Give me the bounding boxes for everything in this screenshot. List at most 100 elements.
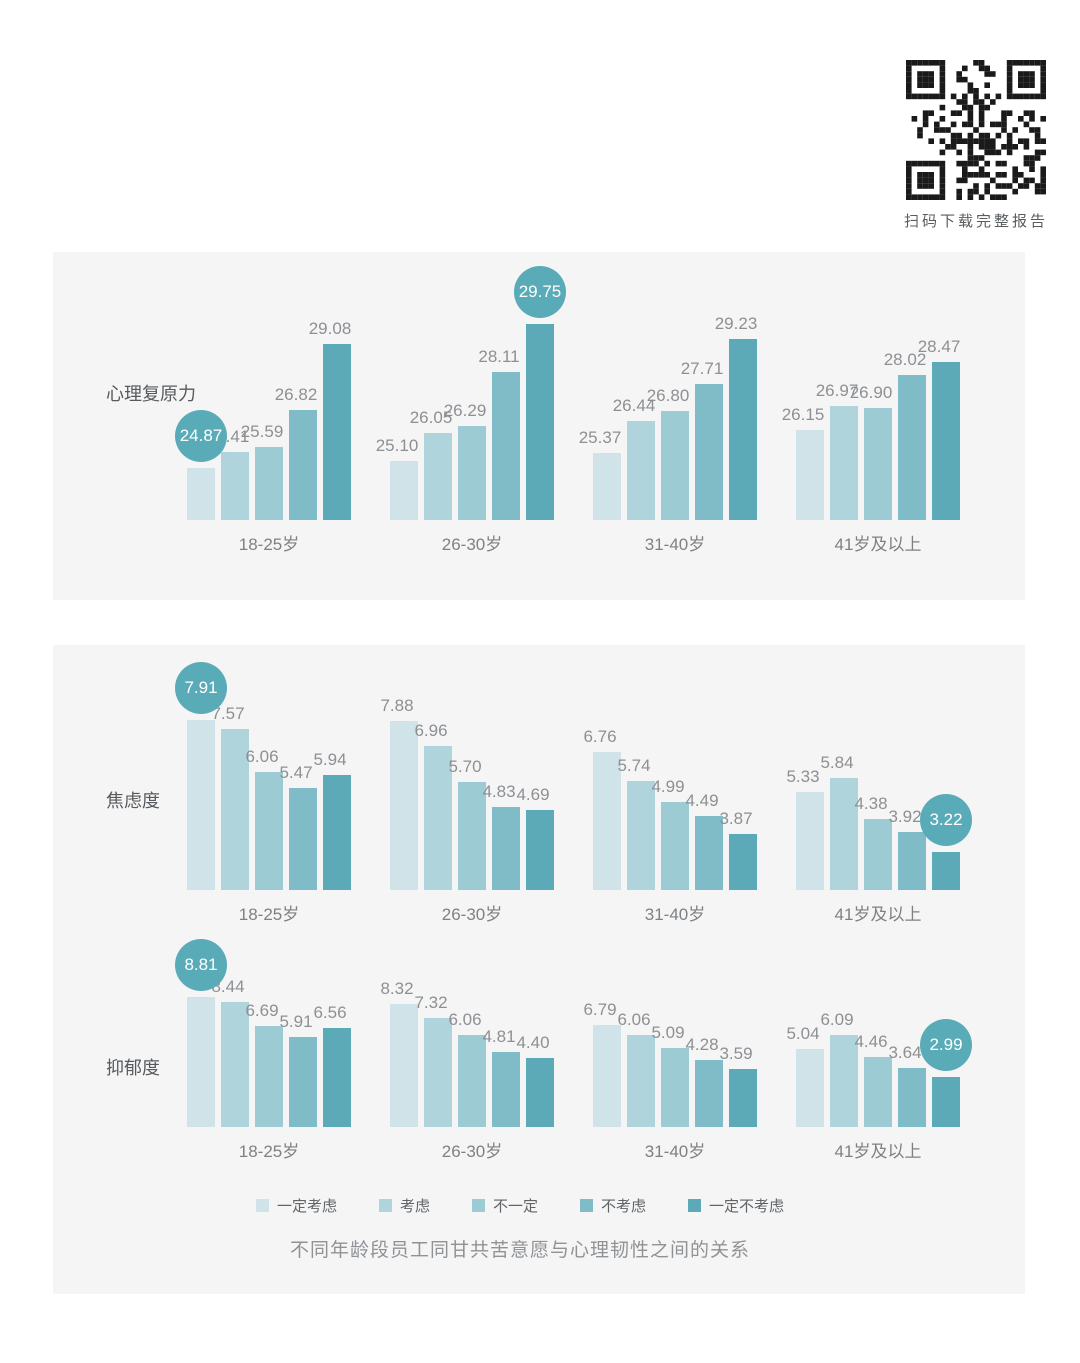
category-label-41岁及以上: 41岁及以上 [834,1142,922,1161]
bar-value-label: 4.28 [685,1035,719,1054]
legend-item-1: 一定考虑 [255,1195,337,1216]
bar-depression-26-30岁-s4 [492,1052,520,1127]
bar-value-label: 6.79 [583,1000,617,1019]
category-label-18-25岁: 18-25岁 [238,535,300,554]
legend-label: 一定考虑 [276,1198,337,1215]
bar-anxiety-18-25岁-s5 [323,775,351,890]
bar-value-label: 3.64 [888,1043,922,1062]
highlight-bubble-resilience: 29.75 [514,266,566,318]
bar-anxiety-31-40岁-s3 [661,802,689,890]
bar-resilience-26-30岁-s3 [458,426,486,520]
legend-swatch-icon [378,1199,392,1212]
bar-anxiety-18-25岁-s3 [255,772,283,890]
bar-anxiety-18-25岁-s2 [221,729,249,890]
category-label-31-40岁: 31-40岁 [644,1142,706,1161]
bar-value-label: 5.33 [786,767,820,786]
category-label-41岁及以上: 41岁及以上 [834,905,922,924]
bar-value-label: 28.47 [917,337,961,356]
bar-resilience-18-25岁-s3 [255,447,283,520]
bar-depression-31-40岁-s5 [729,1069,757,1127]
bar-resilience-18-25岁-s2 [221,452,249,520]
bar-resilience-41岁及以上-s1 [796,430,824,520]
bar-value-label: 4.83 [482,782,516,801]
legend-label: 不考虑 [601,1198,647,1215]
bar-resilience-31-40岁-s3 [661,411,689,520]
bar-value-label: 4.46 [854,1032,888,1051]
bar-resilience-26-30岁-s4 [492,372,520,520]
bar-depression-18-25岁-s4 [289,1037,317,1127]
bar-value-label: 25.10 [375,436,419,455]
bar-anxiety-26-30岁-s4 [492,807,520,890]
bar-value-label: 6.09 [820,1010,854,1029]
bar-value-label: 6.96 [414,721,448,740]
bar-depression-18-25岁-s2 [221,1002,249,1127]
highlight-bubble-depression: 2.99 [920,1019,972,1071]
bar-anxiety-41岁及以上-s4 [898,832,926,890]
bar-value-label: 3.92 [888,807,922,826]
legend-label: 不一定 [492,1198,538,1215]
bar-value-label: 5.91 [279,1012,313,1031]
bar-value-label: 26.15 [781,405,825,424]
legend-label: 考虑 [399,1198,430,1215]
bar-value-label: 6.76 [583,727,617,746]
legend-item-2: 考虑 [378,1195,430,1216]
bar-value-label: 5.09 [651,1023,685,1042]
bar-value-label: 26.90 [849,383,893,402]
bar-value-label: 26.80 [646,386,690,405]
bar-value-label: 7.57 [211,704,245,723]
bar-value-label: 28.02 [883,350,927,369]
bar-resilience-41岁及以上-s2 [830,406,858,520]
bar-value-label: 25.59 [240,422,284,441]
category-label-26-30岁: 26-30岁 [441,535,503,554]
row-label-anxiety: 焦虑度 [106,791,160,811]
bar-resilience-31-40岁-s4 [695,384,723,520]
bar-value-label: 4.99 [651,777,685,796]
legend-swatch-icon [471,1199,485,1212]
bar-anxiety-31-40岁-s1 [593,752,621,890]
bar-value-label: 27.71 [680,359,724,378]
bar-anxiety-18-25岁-s1 [187,720,215,890]
bar-value-label: 4.81 [482,1027,516,1046]
row-label-resilience: 心理复原力 [106,384,196,404]
chart-anxiety: 7.91 7.57 6.06 5.47 5.94 18-25岁 7.88 6.96 5.70 4.… [53,645,1025,924]
bar-anxiety-41岁及以上-s2 [830,778,858,890]
category-label-31-40岁: 31-40岁 [644,905,706,924]
bar-resilience-31-40岁-s2 [627,421,655,520]
bar-value-label: 6.06 [245,747,279,766]
bar-value-label: 8.32 [380,979,414,998]
bar-resilience-31-40岁-s5 [729,339,757,520]
bar-depression-41岁及以上-s2 [830,1035,858,1127]
bar-resilience-18-25岁-s5 [323,344,351,520]
bar-value-label: 5.74 [617,756,651,775]
bar-resilience-41岁及以上-s4 [898,375,926,520]
bar-value-label: 26.29 [443,401,487,420]
qr-block: 扫码下载完整报告 [896,60,1056,231]
legend: 一定考虑 考虑 不一定 不考虑 一定不考虑 [53,1195,987,1216]
legend-item-3: 不一定 [471,1195,538,1216]
bar-value-label: 5.47 [279,763,313,782]
bar-value-label: 5.70 [448,757,482,776]
row-label-depression: 抑郁度 [106,1058,160,1078]
bar-value-label: 26.44 [612,396,656,415]
bar-depression-41岁及以上-s5 [932,1077,960,1127]
bar-depression-31-40岁-s1 [593,1025,621,1127]
legend-swatch-icon [580,1199,593,1212]
bar-depression-26-30岁-s3 [458,1035,486,1127]
bar-depression-18-25岁-s3 [255,1026,283,1127]
category-label-31-40岁: 31-40岁 [644,535,706,554]
bar-value-label: 4.49 [685,791,719,810]
bar-value-label: 6.56 [313,1003,347,1022]
qr-code-image [906,60,1046,200]
bar-value-label: 29.23 [714,314,758,333]
chart-title: 不同年龄段员工同甘共苦意愿与心理韧性之间的关系 [289,1240,750,1261]
bar-value-label: 28.11 [478,347,520,366]
bar-value-label: 5.84 [820,753,854,772]
bar-depression-31-40岁-s2 [627,1035,655,1127]
bar-anxiety-31-40岁-s4 [695,816,723,890]
bar-anxiety-31-40岁-s2 [627,781,655,890]
bar-value-label: 5.04 [786,1024,820,1043]
legend-item-4: 不考虑 [580,1195,646,1216]
bar-anxiety-41岁及以上-s5 [932,852,960,890]
bar-depression-41岁及以上-s3 [864,1057,892,1127]
bar-anxiety-31-40岁-s5 [729,834,757,890]
